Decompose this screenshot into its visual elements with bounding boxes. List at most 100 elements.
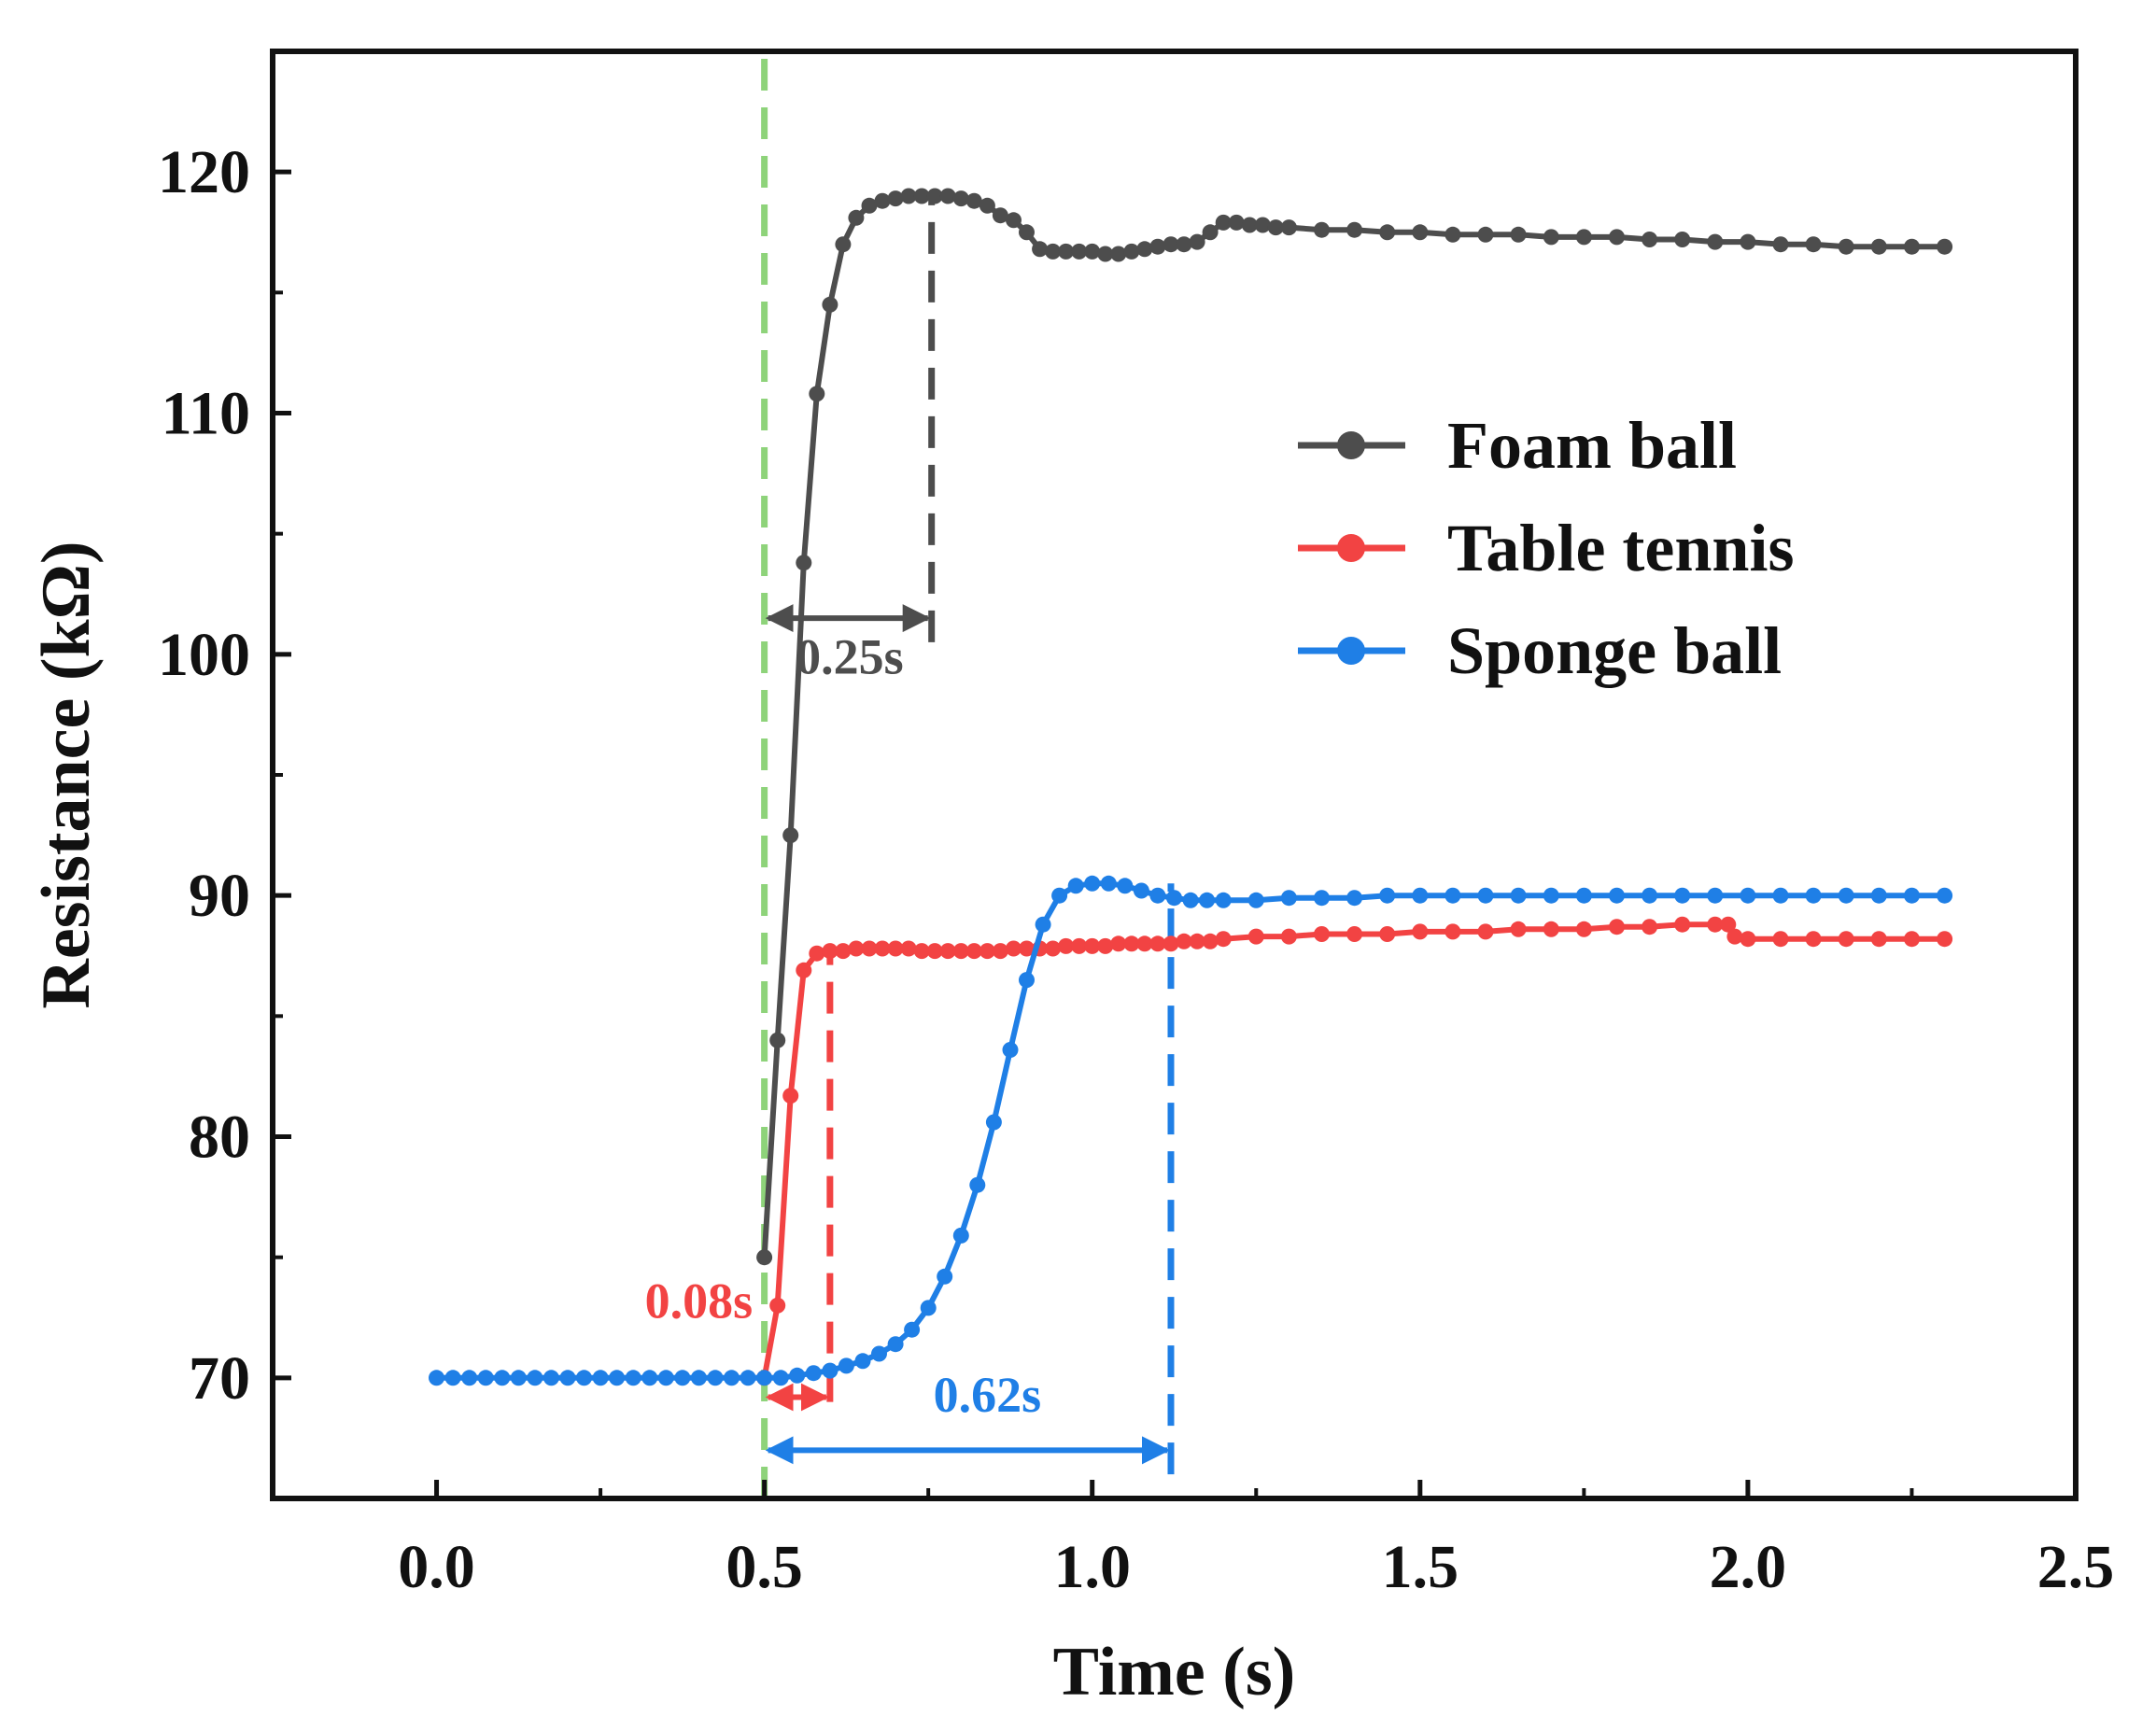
y-tick-label: 110 bbox=[162, 380, 250, 448]
data-point bbox=[1254, 217, 1271, 233]
data-point bbox=[1149, 887, 1166, 904]
legend-item-table-tennis: Table tennis bbox=[1298, 511, 1794, 585]
data-point bbox=[1805, 236, 1822, 253]
plot-frame bbox=[270, 49, 2078, 1501]
data-point bbox=[789, 1367, 806, 1384]
data-point bbox=[1006, 940, 1022, 957]
y-tick-label: 70 bbox=[189, 1344, 250, 1413]
data-point bbox=[913, 943, 930, 960]
data-point bbox=[965, 192, 982, 209]
data-point bbox=[926, 188, 943, 204]
data-point bbox=[874, 192, 891, 209]
data-point bbox=[1136, 935, 1153, 952]
data-point bbox=[1149, 238, 1166, 255]
data-point bbox=[822, 943, 838, 960]
data-point bbox=[805, 1365, 822, 1382]
data-point bbox=[1937, 887, 1953, 904]
data-point bbox=[1838, 931, 1854, 948]
data-point bbox=[1707, 233, 1724, 250]
data-point bbox=[1215, 892, 1232, 908]
data-point bbox=[1870, 931, 1887, 948]
data-point bbox=[1674, 887, 1691, 904]
data-point bbox=[1575, 887, 1592, 904]
data-point bbox=[1215, 931, 1232, 948]
data-point bbox=[796, 962, 812, 978]
annotation-1: 0.25s bbox=[765, 604, 931, 685]
data-point bbox=[1477, 226, 1494, 243]
data-point bbox=[740, 1370, 756, 1386]
x-tick-label: 0.0 bbox=[398, 1533, 475, 1601]
data-point bbox=[1346, 926, 1363, 942]
series-layer bbox=[429, 188, 1953, 1386]
data-point bbox=[1067, 878, 1084, 894]
data-point bbox=[969, 1176, 986, 1193]
data-point bbox=[769, 1297, 786, 1314]
data-point bbox=[1058, 937, 1075, 954]
data-point bbox=[1346, 890, 1363, 907]
data-point bbox=[854, 1353, 871, 1370]
data-point bbox=[1412, 224, 1429, 241]
data-point bbox=[1182, 892, 1199, 908]
y-tick-label: 80 bbox=[189, 1104, 250, 1172]
data-point bbox=[1379, 926, 1396, 942]
data-point bbox=[1136, 241, 1153, 258]
data-point bbox=[559, 1370, 576, 1386]
data-point bbox=[861, 940, 878, 957]
data-point bbox=[1084, 937, 1101, 954]
data-point bbox=[1870, 887, 1887, 904]
data-point bbox=[1006, 212, 1022, 229]
data-point bbox=[756, 1249, 773, 1266]
data-point bbox=[1045, 940, 1062, 957]
legend-item-sponge-ball: Sponge ball bbox=[1298, 613, 1782, 688]
series-line bbox=[761, 193, 1945, 1258]
data-point bbox=[1444, 226, 1461, 243]
data-point bbox=[724, 1370, 740, 1386]
data-point bbox=[1412, 923, 1429, 940]
data-point bbox=[1346, 221, 1363, 238]
data-point bbox=[848, 940, 865, 957]
data-point bbox=[822, 1362, 838, 1379]
data-point bbox=[1019, 972, 1035, 989]
data-point bbox=[979, 943, 995, 960]
legend-label: Table tennis bbox=[1447, 511, 1794, 585]
legend: Foam ball Table tennis Sponge ball bbox=[1298, 408, 1794, 688]
data-point bbox=[1477, 887, 1494, 904]
data-point bbox=[1163, 236, 1179, 253]
data-point bbox=[1838, 238, 1854, 255]
legend-swatch-marker bbox=[1337, 637, 1365, 665]
data-point bbox=[625, 1370, 641, 1386]
data-point bbox=[952, 1227, 969, 1244]
data-point bbox=[1280, 890, 1297, 907]
data-point bbox=[1543, 229, 1559, 246]
data-point bbox=[1575, 921, 1592, 937]
data-point bbox=[1314, 926, 1330, 942]
data-point bbox=[1189, 933, 1205, 949]
annotation-3: 0.62s bbox=[765, 1367, 1170, 1465]
data-point bbox=[1019, 940, 1035, 957]
legend-swatch-marker bbox=[1337, 534, 1365, 562]
data-point bbox=[1412, 887, 1429, 904]
data-point bbox=[1904, 887, 1920, 904]
data-point bbox=[674, 1370, 691, 1386]
data-point bbox=[1019, 224, 1035, 241]
data-point bbox=[1199, 892, 1216, 908]
data-point bbox=[1609, 919, 1625, 935]
data-point bbox=[461, 1370, 478, 1386]
data-point bbox=[1035, 916, 1051, 933]
annotation-2: 0.08s bbox=[645, 1273, 829, 1412]
x-tick-label: 1.0 bbox=[1053, 1533, 1131, 1601]
data-point bbox=[1123, 243, 1140, 260]
data-point bbox=[1937, 931, 1953, 948]
data-point bbox=[1510, 887, 1527, 904]
data-point bbox=[543, 1370, 559, 1386]
data-point bbox=[1543, 921, 1559, 937]
data-point bbox=[900, 188, 917, 204]
data-point bbox=[609, 1370, 626, 1386]
data-point bbox=[874, 940, 891, 957]
data-point bbox=[1314, 221, 1330, 238]
data-point bbox=[809, 386, 825, 402]
data-point bbox=[1071, 937, 1088, 954]
data-point bbox=[1133, 882, 1149, 899]
data-point bbox=[1176, 236, 1192, 253]
data-point bbox=[1510, 226, 1527, 243]
